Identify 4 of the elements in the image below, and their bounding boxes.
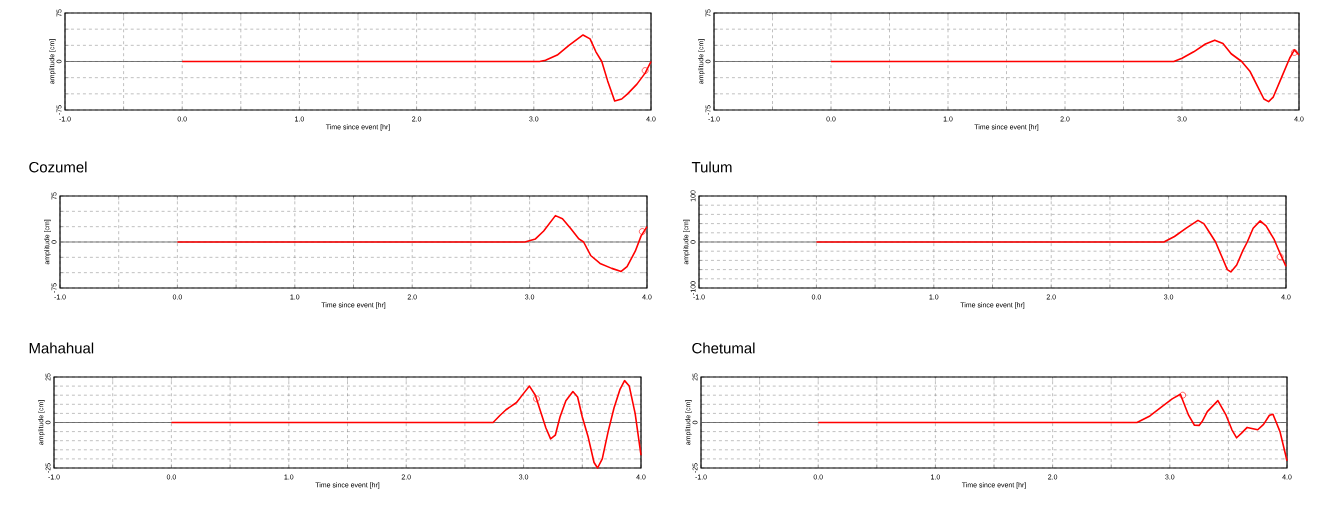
chart-title: Chetumal — [692, 342, 755, 354]
chart-title: Tulum — [691, 161, 732, 173]
chart-title: Mahahual — [29, 342, 94, 354]
chart-title: Cozumel — [29, 161, 87, 173]
